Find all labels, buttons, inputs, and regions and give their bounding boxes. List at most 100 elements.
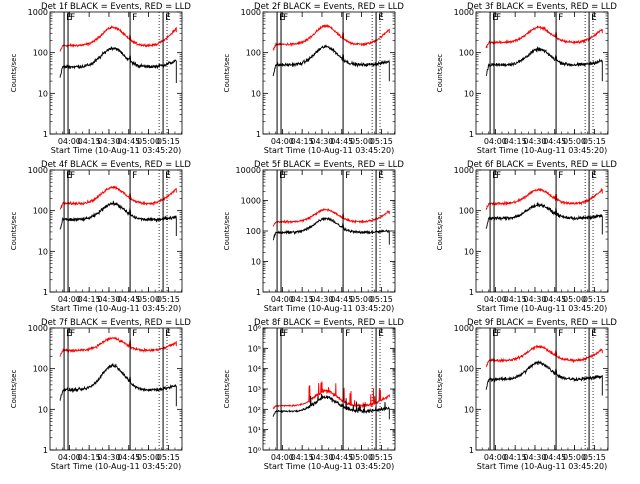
marker-label-e: E (165, 13, 171, 23)
x-tick-label: 05:15 (370, 295, 393, 304)
x-tick-label: 04:30 (523, 453, 546, 462)
x-tick-label: 05:00 (563, 137, 586, 146)
x-tick-label: 05:15 (157, 453, 180, 462)
y-tick-label: 1000 (454, 324, 474, 333)
y-tick-label: 100 (459, 207, 474, 216)
x-tick-label: 04:15 (291, 137, 314, 146)
y-tick-label: 10 (38, 89, 48, 98)
x-axis-label: Start Time (10-Aug-11 03:45:20) (477, 304, 608, 313)
x-tick-label: 05:00 (137, 295, 160, 304)
y-axis-label: Counts/sec (436, 212, 444, 251)
y-tick-label: 10⁵ (248, 344, 261, 353)
marker-label-e: E (591, 13, 597, 23)
series-events-line (272, 393, 390, 420)
plot-frame (475, 169, 609, 293)
chart-panel-5: Det 5f BLACK = Events, RED = LLD 1 10 100 10… (223, 160, 404, 313)
y-tick-label: 10 (464, 247, 474, 256)
x-tick-label: 04:00 (58, 295, 81, 304)
chart-panel-9: Det 9f BLACK = Events, RED = LLD 1 10 100 10… (436, 318, 617, 471)
marker-label-e: E (279, 13, 285, 23)
x-tick-label: 04:30 (97, 453, 120, 462)
x-tick-label: 04:45 (330, 453, 353, 462)
chart-title: Det 6f BLACK = Events, RED = LLD (467, 160, 617, 170)
y-axis-label: Counts/sec (223, 212, 231, 251)
chart-title: Det 9f BLACK = Events, RED = LLD (467, 318, 617, 328)
x-tick-label: 05:15 (583, 453, 606, 462)
chart-panel-2: Det 2f BLACK = Events, RED = LLD 1 10 100 10… (223, 2, 404, 155)
x-tick-label: 04:30 (97, 137, 120, 146)
y-tick-label: 10 (464, 405, 474, 414)
x-tick-label: 04:45 (330, 137, 353, 146)
chart-panel-7: Det 7f BLACK = Events, RED = LLD 1 10 100 10… (10, 318, 191, 471)
x-axis-label: Start Time (10-Aug-11 03:45:20) (264, 146, 395, 155)
chart-title: Det 5f BLACK = Events, RED = LLD (254, 160, 404, 170)
y-tick-label: 10 (251, 89, 261, 98)
marker-label-e: E (279, 171, 285, 181)
y-axis-label: Counts/sec (10, 370, 18, 409)
marker-label-f: F (70, 171, 75, 181)
marker-label-f: F (132, 13, 137, 23)
y-axis-label: Counts/sec (10, 54, 18, 93)
x-tick-label: 04:45 (117, 295, 140, 304)
series-lld-line (272, 207, 390, 227)
y-tick-label: 100 (33, 49, 48, 58)
marker-label-f: F (345, 13, 350, 23)
plot-frame (49, 327, 183, 451)
series-events-line (59, 362, 177, 407)
series-events-line (485, 360, 603, 396)
marker-label-f: F (496, 329, 501, 339)
marker-label-f: F (283, 171, 288, 181)
series-events-line (59, 200, 177, 236)
x-tick-label: 05:15 (583, 295, 606, 304)
y-tick-label: 1000 (241, 197, 261, 206)
y-tick-label: 1000 (454, 8, 474, 17)
y-tick-label: 1000 (28, 324, 48, 333)
y-tick-label: 10000 (236, 166, 261, 175)
y-axis-label: Counts/sec (223, 54, 231, 93)
series-lld-line (272, 381, 390, 410)
y-tick-label: 1 (469, 446, 474, 455)
marker-label-f: F (132, 171, 137, 181)
chart-title: Det 1f BLACK = Events, RED = LLD (41, 2, 191, 12)
chart-panel-4: Det 4f BLACK = Events, RED = LLD 1 10 100 10… (10, 160, 191, 313)
plot-frame (475, 327, 609, 451)
x-tick-label: 05:15 (157, 295, 180, 304)
x-tick-label: 05:00 (563, 453, 586, 462)
series-events-line (59, 46, 177, 83)
marker-label-f: F (283, 13, 288, 23)
chart-panel-6: Det 6f BLACK = Events, RED = LLD 1 10 100 10… (436, 160, 617, 313)
marker-label-f: F (70, 13, 75, 23)
marker-label-e: E (378, 171, 384, 181)
series-lld-line (485, 187, 603, 210)
x-tick-label: 04:15 (291, 295, 314, 304)
x-tick-label: 05:00 (350, 137, 373, 146)
y-tick-label: 1 (43, 446, 48, 455)
y-tick-label: 10⁴ (248, 365, 261, 374)
chart-title: Det 4f BLACK = Events, RED = LLD (41, 160, 191, 170)
x-axis-label: Start Time (10-Aug-11 03:45:20) (264, 462, 395, 471)
marker-label-f: F (496, 171, 501, 181)
y-tick-label: 10⁰ (248, 446, 261, 455)
chart-title: Det 3f BLACK = Events, RED = LLD (467, 2, 617, 12)
y-tick-label: 1000 (241, 8, 261, 17)
x-tick-label: 05:15 (370, 137, 393, 146)
y-tick-label: 1000 (28, 8, 48, 17)
x-tick-label: 04:00 (271, 295, 294, 304)
y-tick-label: 100 (33, 207, 48, 216)
marker-label-f: F (345, 329, 350, 339)
marker-label-f: F (345, 171, 350, 181)
series-lld-line (272, 23, 390, 51)
y-tick-label: 100 (246, 49, 261, 58)
x-tick-label: 04:30 (310, 137, 333, 146)
x-tick-label: 05:00 (350, 295, 373, 304)
marker-label-e: E (492, 329, 498, 339)
y-axis-label: Counts/sec (436, 370, 444, 409)
series-lld-line (59, 336, 177, 357)
marker-label-e: E (492, 13, 498, 23)
series-lld-line (485, 344, 603, 368)
y-tick-label: 10 (464, 89, 474, 98)
x-axis-label: Start Time (10-Aug-11 03:45:20) (477, 462, 608, 471)
x-tick-label: 04:30 (523, 137, 546, 146)
